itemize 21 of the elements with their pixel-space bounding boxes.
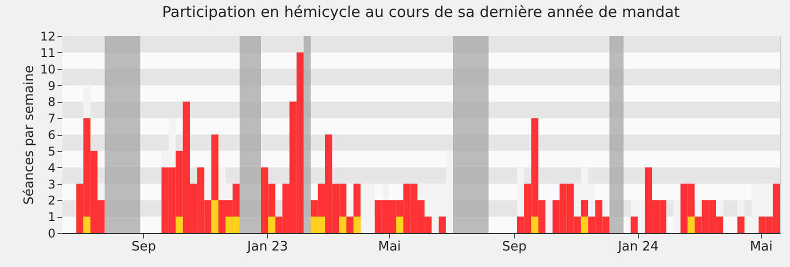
- y-tick-label: 11: [40, 46, 56, 60]
- x-tick-label: Mai: [378, 240, 401, 254]
- y-axis-title: Séances par semaine: [22, 65, 38, 205]
- y-tick-label: 3: [48, 177, 56, 192]
- y-tick-label: 8: [48, 95, 56, 110]
- y-tick-label: 4: [48, 160, 56, 175]
- chart-title: Participation en hémicycle au cours de sa dernière année de mandat: [162, 3, 680, 21]
- y-tick-label: 5: [48, 144, 56, 158]
- y-tick-label: 6: [48, 128, 56, 142]
- y-tick-label: 10: [40, 62, 56, 76]
- y-tick-label: 1: [48, 210, 56, 224]
- x-tick-label: Jan 23: [246, 240, 288, 254]
- x-tick-label: Sep: [131, 240, 156, 254]
- y-tick-label: 0: [48, 226, 56, 240]
- x-tick-label: Mai: [750, 240, 773, 254]
- y-tick-label: 2: [48, 194, 56, 208]
- x-tick-label: Jan 24: [616, 240, 659, 254]
- x-tick-label: Sep: [502, 240, 527, 254]
- y-tick-label: 7: [48, 112, 56, 126]
- y-tick-label: 12: [40, 30, 56, 44]
- y-tick-label: 9: [48, 78, 56, 93]
